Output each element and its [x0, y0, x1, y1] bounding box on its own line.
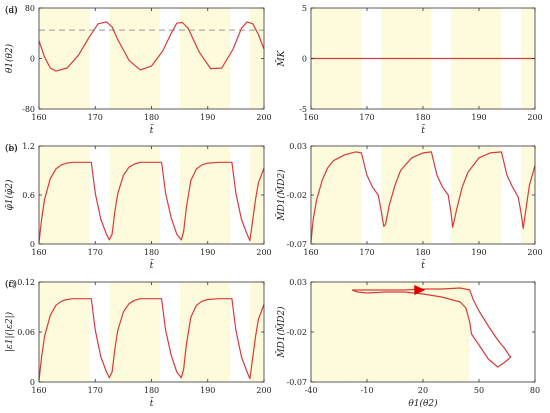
y-tick-label-f-0: -0.07: [286, 378, 307, 387]
shaded-region-c-2: [179, 282, 231, 382]
x-tick-label-f-2: 20: [418, 386, 428, 395]
x-tick-label-d-3: 190: [471, 113, 486, 122]
x-tick-label-c-4: 200: [256, 386, 271, 395]
y-axis-label-b: φ̄1(φ̄2): [4, 179, 15, 211]
y-tick-label-c-1: 0.06: [17, 328, 35, 337]
y-tick-label-b-0: 0: [30, 240, 35, 249]
y-tick-label-c-0: 0: [30, 378, 35, 387]
x-axis-label-f: θ1(θ2): [408, 398, 438, 409]
panel-a: 160 170 180 190 200 -80 0 80 (a) t̄ θ1(θ2): [4, 4, 272, 136]
x-tick-label-a-0: 160: [31, 113, 46, 122]
x-axis-label-a: t̄: [150, 124, 154, 136]
y-tick-label-a-2: 80: [25, 4, 35, 13]
x-axis-label-b: t̄: [150, 259, 154, 271]
y-axis-label-f: M̄D1(M̄D2): [275, 306, 287, 359]
shaded-region-e-1: [381, 146, 432, 244]
panel-e: 160 170 180 190 200 -0.07 -0.02 0.03 (e) t̄ M̄D1(M…: [5, 142, 543, 271]
y-axis-label-e: M̄D1(M̄D2): [275, 169, 287, 222]
x-tick-label-e-3: 190: [471, 248, 486, 257]
shaded-region-a-2: [179, 8, 231, 109]
shaded-region-a-0: [39, 8, 90, 109]
y-tick-label-d-2: 5: [302, 4, 307, 13]
series-line-f-0: [351, 287, 512, 368]
shaded-region-b-3: [249, 146, 264, 244]
y-tick-label-d-1: 0: [302, 55, 307, 64]
x-tick-label-e-4: 200: [527, 248, 542, 257]
x-axis-label-c: t̄: [150, 397, 154, 409]
y-axis-label-a: θ1(θ2): [4, 43, 15, 73]
y-tick-label-e-2: 0.03: [289, 142, 307, 151]
y-tick-label-d-0: -5: [299, 105, 307, 114]
panel-label-f: (f): [5, 279, 15, 290]
shaded-region-b-2: [179, 146, 231, 244]
y-axis-label-c: |ε1|(|ε2|): [4, 311, 15, 352]
y-tick-label-f-1: -0.02: [286, 328, 307, 337]
panel-b: 160 170 180 190 200 0 0.6 1.2 (b) t̄ φ̄1(φ̄2): [4, 142, 272, 271]
x-tick-label-a-1: 170: [88, 113, 103, 122]
series-line-b-0: [38, 161, 265, 243]
x-tick-label-e-0: 160: [303, 248, 318, 257]
y-tick-label-b-1: 0.6: [22, 191, 35, 200]
x-tick-label-e-2: 180: [415, 248, 430, 257]
shaded-region-c-3: [249, 282, 264, 382]
series-line-a-0: [38, 21, 265, 72]
shaded-region-a-1: [109, 8, 160, 109]
x-tick-label-f-1: -10: [361, 386, 374, 395]
y-tick-label-e-1: -0.02: [286, 191, 307, 200]
y-tick-label-e-0: -0.07: [286, 240, 307, 249]
y-axis-label-d: M̄K: [275, 49, 287, 67]
panel-label-a: (a): [5, 5, 17, 16]
shaded-region-c-0: [39, 282, 90, 382]
x-tick-label-b-1: 170: [88, 248, 103, 257]
panel-d: 160 170 180 190 200 -5 0 5 (d) t̄ M̄K: [5, 4, 543, 136]
y-tick-label-a-1: 0: [30, 55, 35, 64]
x-tick-label-d-1: 170: [359, 113, 374, 122]
x-tick-label-d-0: 160: [303, 113, 318, 122]
x-axis-label-d: t̄: [421, 124, 425, 136]
x-tick-label-a-3: 190: [200, 113, 215, 122]
panel-label-d: (d): [5, 5, 18, 16]
x-tick-label-f-4: 80: [530, 386, 540, 395]
y-tick-label-c-2: 0.12: [17, 278, 35, 287]
x-tick-label-d-2: 180: [415, 113, 430, 122]
shaded-region-b-0: [39, 146, 90, 244]
x-tick-label-c-2: 180: [144, 386, 159, 395]
shaded-region-e-0: [311, 146, 362, 244]
y-tick-label-b-2: 1.2: [22, 142, 35, 151]
direction-arrow-f: [414, 285, 426, 295]
panel-label-c: (c): [5, 279, 17, 290]
panel-label-b: (b): [5, 143, 18, 154]
x-tick-label-a-2: 180: [144, 113, 159, 122]
panel-c: 160 170 180 190 200 0 0.06 0.12(c) t̄ |ε1|(|ε2|): [4, 278, 272, 409]
y-tick-label-a-0: -80: [22, 105, 35, 114]
x-tick-label-b-3: 190: [200, 248, 215, 257]
x-tick-label-f-3: 50: [474, 386, 484, 395]
x-tick-label-a-4: 200: [256, 113, 271, 122]
series-line-e-0: [310, 151, 536, 243]
shaded-region-f-0: [311, 282, 470, 382]
x-tick-label-c-3: 190: [200, 386, 215, 395]
x-tick-label-b-0: 160: [31, 248, 46, 257]
x-tick-label-c-0: 160: [31, 386, 46, 395]
y-tick-label-f-2: 0.03: [289, 278, 307, 287]
panel-label-e: (e): [5, 143, 17, 154]
x-tick-label-c-1: 170: [88, 386, 103, 395]
x-tick-label-b-2: 180: [144, 248, 159, 257]
shaded-region-c-1: [109, 282, 160, 382]
shaded-region-a-3: [249, 8, 264, 109]
shaded-region-b-1: [109, 146, 160, 244]
x-axis-label-e: t̄: [421, 259, 425, 271]
x-tick-label-e-1: 170: [359, 248, 374, 257]
x-tick-label-b-4: 200: [256, 248, 271, 257]
x-tick-label-d-4: 200: [527, 113, 542, 122]
x-tick-label-f-0: -40: [305, 386, 318, 395]
series-line-c-0: [38, 298, 265, 381]
panel-f: -40 -10 20 50 80 -0.07 -0.02 0.03 (f) θ1(θ2) M̄D1(…: [5, 278, 540, 409]
